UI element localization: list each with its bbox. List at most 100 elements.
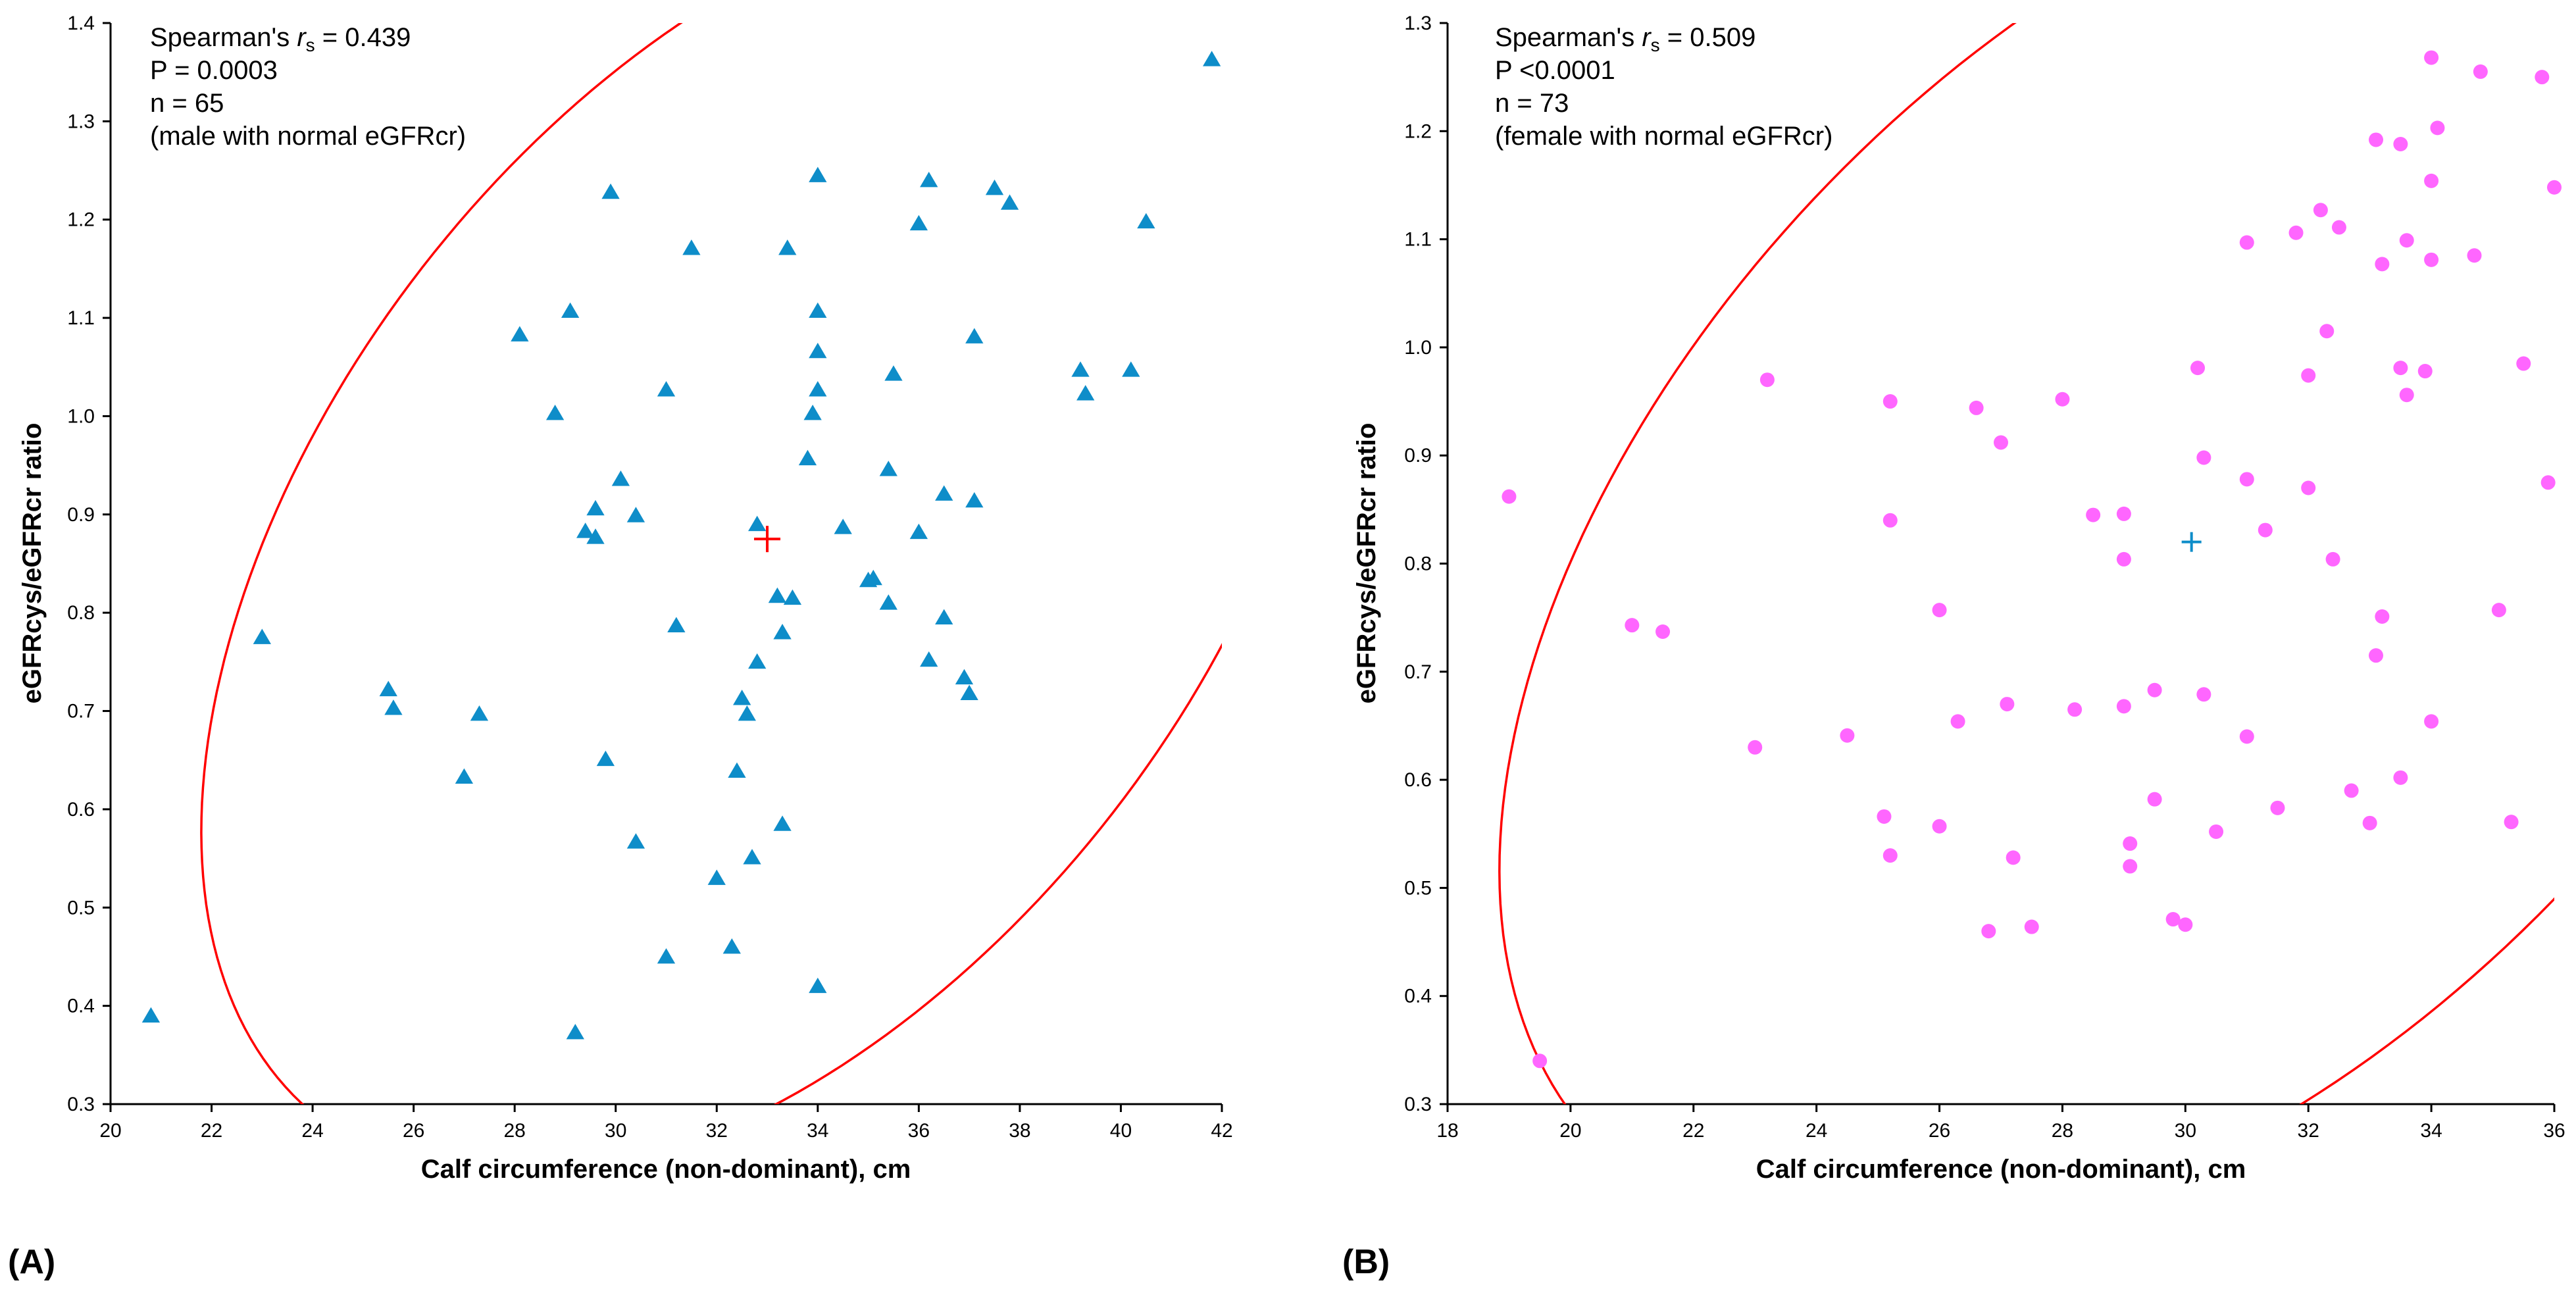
data-point-b xyxy=(2331,220,2346,235)
data-point-b xyxy=(2086,507,2101,522)
y-tick-label-a: 0.6 xyxy=(67,799,95,821)
data-point-a xyxy=(657,381,676,397)
data-point-b xyxy=(2540,475,2556,490)
x-tick-label-a: 36 xyxy=(908,1120,930,1142)
data-point-a xyxy=(611,470,630,486)
x-axis-label-b: Calf circumference (non-dominant), cm xyxy=(1756,1155,2246,1184)
data-point-b xyxy=(2424,173,2439,188)
panel-a: 20 22 24 26 28 30 32 34 36 38 40 42 0.3 0.4 0.5 0.6 0.7 0… xyxy=(8,13,1233,1281)
data-point-b xyxy=(2270,800,2285,815)
data-point-a xyxy=(955,669,974,685)
data-point-b xyxy=(2123,836,2138,851)
data-point-a xyxy=(379,680,397,697)
data-point-a xyxy=(985,179,1004,195)
data-point-b xyxy=(2417,364,2433,379)
data-point-b xyxy=(2258,522,2273,538)
panel-b: 18 20 22 24 26 28 30 32 34 36 0.3 0.4 0.5 0.6 0.7 0.8 0.… xyxy=(1342,13,2565,1281)
data-point-b xyxy=(1877,809,1892,824)
annotation-a-line3: n = 65 xyxy=(150,89,224,118)
x-tick-label-b: 20 xyxy=(1559,1120,1581,1142)
data-point-a xyxy=(707,869,726,885)
data-point-b xyxy=(2116,699,2131,714)
y-tick-label-a: 0.8 xyxy=(67,602,95,624)
data-point-a xyxy=(384,699,403,715)
annotation-b-line3: n = 73 xyxy=(1495,89,1569,118)
data-point-b xyxy=(1969,400,1984,415)
y-axis-label-a: eGFRcys/eGFRcr ratio xyxy=(18,423,47,704)
data-point-a xyxy=(809,342,827,359)
data-point-b xyxy=(2147,792,2162,807)
data-point-b xyxy=(1950,714,1965,729)
y-tick-label-b: 0.7 xyxy=(1404,661,1432,683)
confidence-ellipse-b xyxy=(1498,23,2554,1104)
y-tick-label-a: 1.2 xyxy=(67,209,95,231)
data-point-a xyxy=(783,589,802,605)
data-point-a xyxy=(773,624,792,640)
data-point-a xyxy=(809,166,827,182)
y-tick-label-b: 0.4 xyxy=(1404,986,1432,1007)
data-point-b xyxy=(2393,361,2408,376)
data-point-b xyxy=(1759,372,1775,388)
data-point-a xyxy=(561,302,580,318)
data-point-a xyxy=(803,404,822,420)
data-point-b xyxy=(2055,392,2070,407)
data-point-a xyxy=(834,519,852,534)
data-point-b xyxy=(2547,180,2562,195)
data-point-a xyxy=(909,215,928,231)
y-tick-label-b: 0.8 xyxy=(1404,553,1432,575)
data-point-a xyxy=(778,240,797,255)
data-point-b xyxy=(2301,368,2316,383)
data-point-b xyxy=(2116,506,2131,521)
data-point-a xyxy=(586,499,605,516)
data-point-a xyxy=(545,404,565,420)
x-tick-label-b: 30 xyxy=(2175,1120,2196,1142)
x-tick-label-b: 28 xyxy=(2052,1120,2073,1142)
x-tick-label-a: 28 xyxy=(503,1120,525,1142)
data-point-a xyxy=(1000,194,1019,210)
panel-label-a: (A) xyxy=(8,1243,55,1281)
data-point-a xyxy=(935,485,953,501)
data-point-a xyxy=(141,1007,161,1023)
data-point-a xyxy=(626,507,645,522)
data-point-b xyxy=(1532,1053,1548,1069)
y-tick-label-a: 0.9 xyxy=(67,504,95,526)
data-point-b xyxy=(1981,924,1996,939)
data-point-a xyxy=(809,302,827,318)
data-point-b xyxy=(2393,770,2408,785)
data-point-b xyxy=(2344,783,2359,798)
annotation-b-line1: Spearman's rs = 0.509 xyxy=(1495,23,1755,55)
data-point-a xyxy=(1137,213,1155,229)
data-point-b xyxy=(1502,489,1517,504)
data-point-a xyxy=(722,938,741,954)
data-point-a xyxy=(879,461,897,476)
data-point-b xyxy=(2424,714,2439,729)
x-tick-label-a: 42 xyxy=(1211,1120,1232,1142)
x-tick-label-b: 32 xyxy=(2298,1120,2319,1142)
data-point-a xyxy=(626,833,645,849)
y-tick-label-a: 1.0 xyxy=(67,405,95,427)
data-point-a xyxy=(768,587,787,603)
data-point-b xyxy=(2399,233,2414,248)
data-point-a xyxy=(773,815,792,831)
data-point-b xyxy=(2399,388,2414,403)
x-tick-label-b: 34 xyxy=(2420,1120,2442,1142)
annotation-b-line4: (female with normal eGFRcr) xyxy=(1495,122,1832,151)
data-point-b xyxy=(1994,435,2008,450)
x-tick-label-b: 26 xyxy=(1929,1120,1950,1142)
data-point-b xyxy=(2516,356,2531,371)
data-point-a xyxy=(909,523,928,540)
data-point-a xyxy=(657,948,676,964)
data-point-a xyxy=(809,977,827,994)
data-point-b xyxy=(2067,702,2083,717)
y-tick-label-b: 0.9 xyxy=(1404,445,1432,467)
data-point-b xyxy=(2430,120,2445,136)
data-point-b xyxy=(2116,551,2131,567)
y-tick-label-a: 1.4 xyxy=(67,13,95,34)
data-point-b xyxy=(1625,618,1640,633)
data-point-b xyxy=(1882,394,1898,409)
data-point-b xyxy=(1932,819,1947,834)
y-tick-label-a: 1.1 xyxy=(67,307,95,329)
data-point-a xyxy=(738,705,756,721)
data-point-a xyxy=(879,594,897,610)
